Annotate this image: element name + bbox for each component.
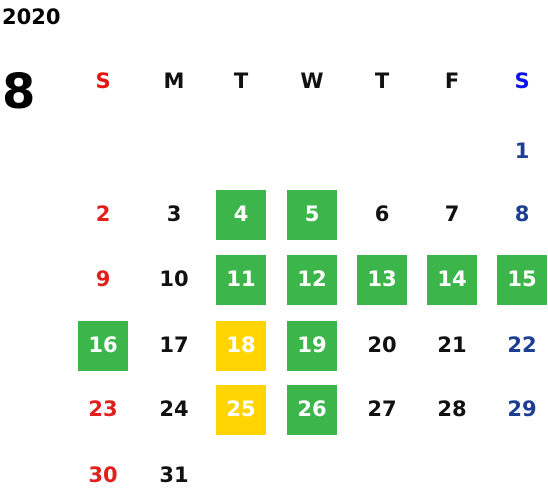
year: 2020 <box>2 5 60 29</box>
day-highlight <box>216 255 266 305</box>
day: 14 <box>437 267 466 291</box>
weekday-header: S <box>95 69 110 93</box>
day: 23 <box>88 397 117 421</box>
day-highlight <box>287 385 337 435</box>
day: 20 <box>367 333 396 357</box>
day: 25 <box>226 397 255 421</box>
weekday-header: T <box>375 69 390 93</box>
day: 17 <box>159 333 188 357</box>
month: 8 <box>2 64 35 120</box>
day: 18 <box>226 333 255 357</box>
day: 10 <box>159 267 188 291</box>
day-highlight <box>216 321 266 371</box>
day-highlight <box>78 321 128 371</box>
day: 5 <box>305 202 320 226</box>
day: 19 <box>297 333 326 357</box>
day: 28 <box>437 397 466 421</box>
day: 13 <box>367 267 396 291</box>
day: 30 <box>88 463 117 487</box>
day-highlight <box>287 190 337 240</box>
weekday-header: S <box>514 69 529 93</box>
weekday-header: F <box>445 69 459 93</box>
day-highlight <box>216 385 266 435</box>
day: 8 <box>515 202 530 226</box>
day: 12 <box>297 267 326 291</box>
weekday-header: M <box>164 69 185 93</box>
day: 31 <box>159 463 188 487</box>
weekday-header: W <box>300 69 323 93</box>
day: 6 <box>375 202 390 226</box>
day: 2 <box>96 202 111 226</box>
day: 24 <box>159 397 188 421</box>
day: 7 <box>445 202 460 226</box>
day-highlight <box>427 255 477 305</box>
day: 22 <box>507 333 536 357</box>
day: 15 <box>507 267 536 291</box>
day: 1 <box>515 139 530 163</box>
day: 11 <box>226 267 255 291</box>
day: 16 <box>88 333 117 357</box>
day: 21 <box>437 333 466 357</box>
weekday-header: T <box>234 69 249 93</box>
day-highlight <box>357 255 407 305</box>
day-highlight <box>497 255 547 305</box>
day: 4 <box>234 202 249 226</box>
day: 9 <box>96 267 111 291</box>
day-highlight <box>287 321 337 371</box>
day: 29 <box>507 397 536 421</box>
day: 3 <box>167 202 182 226</box>
day: 27 <box>367 397 396 421</box>
day: 26 <box>297 397 326 421</box>
day-highlight <box>216 190 266 240</box>
day-highlight <box>287 255 337 305</box>
